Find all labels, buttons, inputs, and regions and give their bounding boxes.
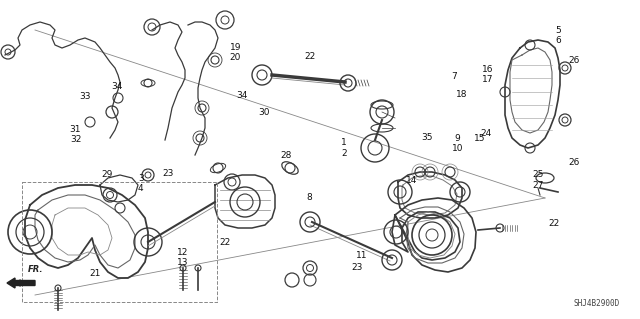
Text: 17: 17 — [482, 75, 493, 84]
Text: 31: 31 — [70, 125, 81, 134]
Text: 14: 14 — [406, 176, 417, 185]
Text: 6: 6 — [556, 36, 561, 45]
Text: 5: 5 — [556, 26, 561, 35]
Text: 29: 29 — [102, 170, 113, 179]
Text: 23: 23 — [351, 263, 363, 272]
FancyArrow shape — [7, 278, 35, 288]
Text: 23: 23 — [162, 169, 173, 178]
Text: 22: 22 — [305, 52, 316, 61]
Text: 18: 18 — [456, 90, 468, 99]
Text: 7: 7 — [452, 72, 457, 81]
Text: 34: 34 — [236, 91, 248, 100]
Text: 1: 1 — [342, 138, 347, 147]
Text: 20: 20 — [230, 53, 241, 62]
Text: 4: 4 — [138, 184, 143, 193]
Text: 28: 28 — [280, 151, 292, 160]
Text: 12: 12 — [177, 248, 188, 256]
Text: 8: 8 — [307, 193, 312, 202]
Text: 15: 15 — [474, 134, 486, 143]
Text: 9: 9 — [455, 134, 460, 143]
Text: 16: 16 — [482, 65, 493, 74]
Bar — [22, 182, 217, 302]
Text: 26: 26 — [568, 158, 580, 167]
Text: 24: 24 — [481, 130, 492, 138]
Text: FR.: FR. — [28, 265, 44, 274]
Text: SHJ4B2900D: SHJ4B2900D — [573, 299, 620, 308]
Text: 19: 19 — [230, 43, 241, 52]
Text: 2: 2 — [342, 149, 347, 158]
Text: 13: 13 — [177, 258, 188, 267]
Text: 34: 34 — [111, 82, 123, 91]
Text: 25: 25 — [532, 170, 543, 179]
Text: 33: 33 — [79, 92, 91, 101]
Text: 22: 22 — [220, 238, 231, 247]
Text: 27: 27 — [532, 181, 543, 189]
Text: 3: 3 — [138, 174, 143, 183]
Text: 21: 21 — [89, 269, 100, 278]
Text: 30: 30 — [259, 108, 270, 117]
Text: 10: 10 — [452, 145, 463, 153]
Text: 26: 26 — [568, 56, 580, 65]
Text: 35: 35 — [422, 133, 433, 142]
Text: 11: 11 — [356, 251, 367, 260]
Text: 32: 32 — [70, 135, 81, 144]
Text: 22: 22 — [548, 219, 559, 228]
